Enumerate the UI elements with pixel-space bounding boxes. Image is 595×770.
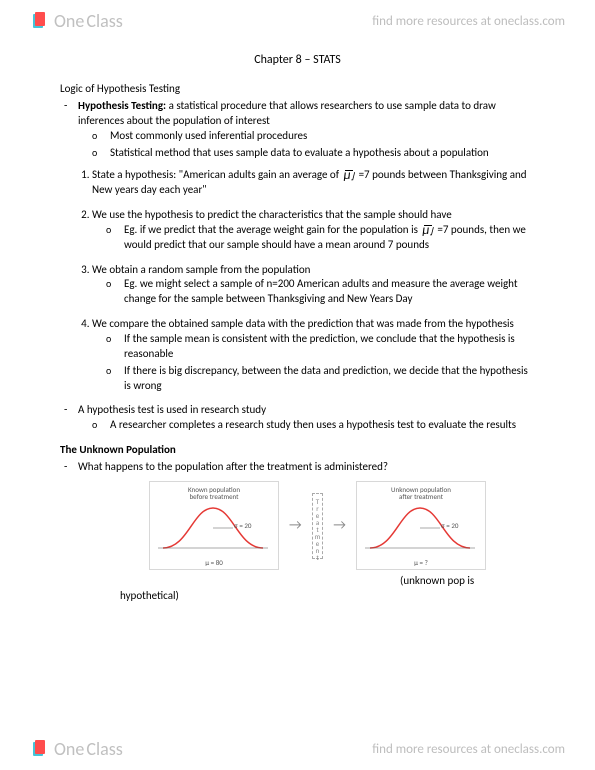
brand-class-footer: Class — [86, 738, 122, 760]
research-use-item: A hypothesis test is used in research st… — [78, 403, 535, 433]
step1-text-a: State a hypothesis: "American adults gai… — [92, 168, 342, 181]
mu-symbol-2: μ⌋ — [422, 225, 433, 236]
logic-list: Hypothesis Testing: a statistical proced… — [60, 99, 535, 160]
mu-right: μ = ? — [365, 558, 477, 567]
ht-definition-item: Hypothesis Testing: a statistical proced… — [78, 99, 535, 160]
steps-list: State a hypothesis: "American adults gai… — [60, 168, 535, 393]
brand-logo-footer: OneClass — [30, 738, 123, 760]
brand-class: Class — [86, 10, 122, 32]
brand-one: One — [54, 10, 84, 32]
arrow-left-icon: → — [289, 516, 302, 535]
page-footer: OneClass find more resources at oneclass… — [0, 728, 595, 770]
step-1: State a hypothesis: "American adults gai… — [92, 168, 535, 198]
ht-label: Hypothesis Testing: — [78, 99, 166, 112]
known-population-box: Known population before treatment σ = 20… — [149, 481, 279, 571]
step2-sublist: Eg. if we predict that the average weigh… — [92, 223, 535, 253]
research-list: A hypothesis test is used in research st… — [60, 403, 535, 433]
step2-text: We use the hypothesis to predict the cha… — [92, 208, 452, 221]
ht-sublist: Most commonly used inferential procedure… — [78, 129, 535, 161]
step-4: We compare the obtained sample data with… — [92, 317, 535, 393]
page-header: OneClass find more resources at oneclass… — [0, 0, 595, 42]
research-sub: A researcher completes a research study … — [110, 418, 535, 433]
chapter-title: Chapter 8 – STATS — [60, 52, 535, 68]
step-2: We use the hypothesis to predict the cha… — [92, 208, 535, 253]
footer-tagline[interactable]: find more resources at oneclass.com — [372, 742, 565, 757]
step3-sub: Eg. we might select a sample of n=200 Am… — [124, 277, 535, 307]
known-title: Known population before treatment — [158, 486, 270, 501]
step3-text: We obtain a random sample from the popul… — [92, 263, 310, 276]
ht-sub-2: Statistical method that uses sample data… — [110, 146, 535, 161]
step4-sub-1: If the sample mean is consistent with th… — [124, 332, 535, 362]
arrow-right-icon: → — [333, 516, 346, 535]
research-sublist: A researcher completes a research study … — [78, 418, 535, 433]
step4-sub-2: If there is big discrepancy, between the… — [124, 364, 535, 394]
step4-sublist: If the sample mean is consistent with th… — [92, 332, 535, 393]
note-unknown: (unknown pop is — [60, 574, 535, 589]
unknown-title: Unknown population after treatment — [365, 486, 477, 501]
logo-icon — [30, 12, 48, 30]
unknown-population-box: Unknown population after treatment σ = 2… — [356, 481, 486, 571]
logo-icon-footer — [30, 740, 48, 758]
note-hypothetical: hypothetical) — [60, 589, 535, 604]
research-use: A hypothesis test is used in research st… — [78, 403, 266, 416]
treatment-box: Treatment — [312, 493, 324, 559]
brand-one-footer: One — [54, 738, 84, 760]
mu-symbol: μ⌋ — [344, 170, 355, 181]
step4-text: We compare the obtained sample data with… — [92, 317, 514, 330]
unknown-list: What happens to the population after the… — [60, 460, 535, 475]
sigma-right: σ = 20 — [441, 521, 458, 530]
section-unknown: The Unknown Population — [60, 443, 535, 458]
known-curve: σ = 20 — [158, 503, 270, 558]
header-tagline[interactable]: find more resources at oneclass.com — [372, 14, 565, 29]
document-content: Chapter 8 – STATS Logic of Hypothesis Te… — [0, 42, 595, 644]
step3-sublist: Eg. we might select a sample of n=200 Am… — [92, 277, 535, 307]
ht-sub-1: Most commonly used inferential procedure… — [110, 129, 535, 144]
step2-sub-a: Eg. if we predict that the average weigh… — [124, 223, 420, 236]
step2-sub: Eg. if we predict that the average weigh… — [124, 223, 535, 253]
brand-logo: OneClass — [30, 10, 123, 32]
unknown-q: What happens to the population after the… — [78, 460, 535, 475]
step-3: We obtain a random sample from the popul… — [92, 263, 535, 308]
mu-left: μ = 80 — [158, 558, 270, 567]
unknown-curve: σ = 20 — [365, 503, 477, 558]
sigma-left: σ = 20 — [234, 521, 251, 530]
section-logic: Logic of Hypothesis Testing — [60, 82, 535, 97]
population-diagram: Known population before treatment σ = 20… — [100, 481, 535, 571]
